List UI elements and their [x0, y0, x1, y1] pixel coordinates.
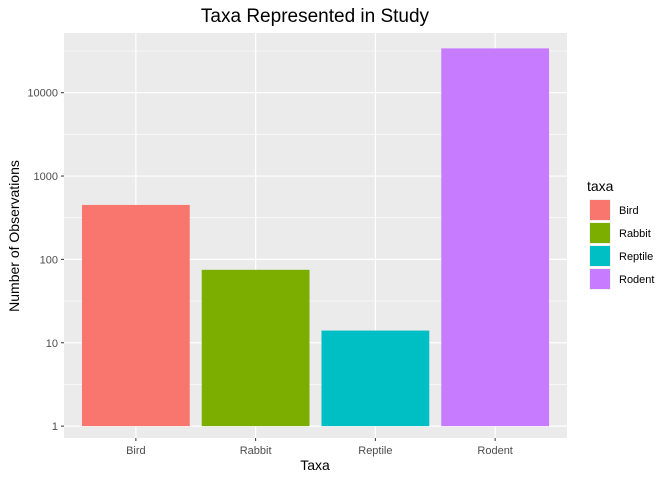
x-tick-label: Rabbit [240, 445, 272, 457]
bars [81, 48, 550, 427]
legend-label-rodent: Rodent [619, 274, 654, 286]
bar-rodent [441, 48, 550, 427]
x-tick-label: Rodent [477, 445, 512, 457]
x-tick-label: Bird [126, 445, 146, 457]
legend-swatch-rabbit [590, 223, 610, 243]
x-axis: Bird Rabbit Reptile Rodent [126, 438, 513, 457]
legend-label-reptile: Reptile [619, 251, 653, 263]
x-axis-label: Taxa [300, 457, 330, 473]
y-tick-label: 1 [52, 421, 58, 433]
y-axis-label: Number of Observations [6, 160, 22, 312]
y-axis: 1 10 100 1000 10000 [27, 88, 64, 433]
bar-rabbit [201, 269, 310, 427]
y-tick-label: 1000 [34, 171, 58, 183]
legend-swatch-bird [590, 200, 610, 220]
y-tick-label: 100 [40, 254, 58, 266]
legend-title: taxa [587, 178, 614, 194]
legend-swatch-reptile [590, 246, 610, 266]
bar-reptile [321, 330, 430, 427]
legend-label-bird: Bird [619, 205, 639, 217]
x-tick-label: Reptile [358, 445, 392, 457]
y-tick-label: 10000 [27, 88, 58, 100]
chart-title: Taxa Represented in Study [201, 6, 430, 27]
y-tick-label: 10 [46, 338, 58, 350]
bar-bird [81, 204, 190, 427]
legend-swatch-rodent [590, 269, 610, 289]
legend: taxa Bird Rabbit Reptile Rodent [587, 178, 654, 290]
legend-label-rabbit: Rabbit [619, 228, 651, 240]
